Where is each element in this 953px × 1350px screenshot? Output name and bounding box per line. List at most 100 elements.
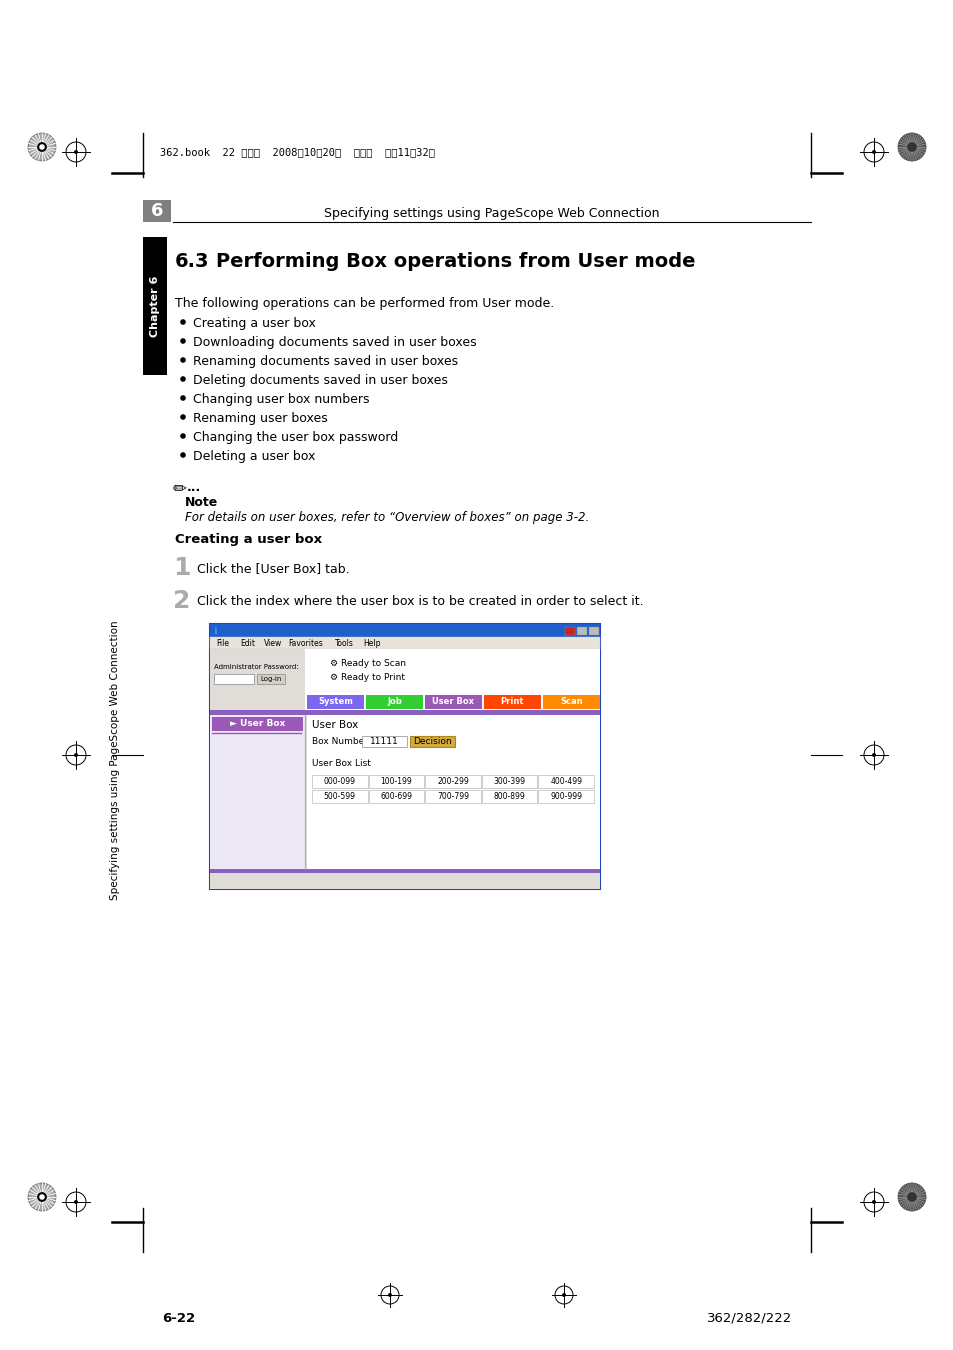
- Text: ✏: ✏: [172, 479, 187, 497]
- Text: Favorites: Favorites: [288, 639, 322, 648]
- Circle shape: [180, 396, 186, 401]
- Circle shape: [180, 452, 186, 458]
- FancyBboxPatch shape: [537, 775, 594, 788]
- Text: Specifying settings using PageScope Web Connection: Specifying settings using PageScope Web …: [110, 620, 120, 900]
- Text: Renaming documents saved in user boxes: Renaming documents saved in user boxes: [193, 355, 457, 369]
- Circle shape: [180, 377, 186, 382]
- Text: 6: 6: [151, 202, 163, 220]
- Text: 2: 2: [172, 589, 191, 613]
- FancyBboxPatch shape: [307, 695, 364, 709]
- FancyBboxPatch shape: [368, 790, 424, 803]
- FancyBboxPatch shape: [425, 775, 480, 788]
- Circle shape: [74, 150, 78, 154]
- Text: File: File: [215, 639, 229, 648]
- Text: 000-099: 000-099: [323, 778, 355, 786]
- Circle shape: [897, 134, 925, 161]
- Text: Decision: Decision: [413, 737, 451, 745]
- Circle shape: [180, 319, 186, 325]
- Circle shape: [180, 358, 186, 363]
- Text: Click the [User Box] tab.: Click the [User Box] tab.: [196, 562, 349, 575]
- FancyBboxPatch shape: [305, 694, 599, 710]
- Text: Administrator Password:: Administrator Password:: [213, 664, 298, 670]
- Text: Edit: Edit: [240, 639, 254, 648]
- Text: Chapter 6: Chapter 6: [150, 275, 160, 336]
- Text: Specifying settings using PageScope Web Connection: Specifying settings using PageScope Web …: [324, 207, 659, 220]
- Circle shape: [871, 1200, 875, 1204]
- Circle shape: [906, 1192, 916, 1202]
- Text: Help: Help: [363, 639, 380, 648]
- Circle shape: [37, 142, 47, 153]
- Text: For details on user boxes, refer to “Overview of boxes” on page 3-2.: For details on user boxes, refer to “Ove…: [185, 512, 589, 524]
- FancyBboxPatch shape: [537, 790, 594, 803]
- Circle shape: [37, 1192, 47, 1202]
- Text: 6.3: 6.3: [174, 252, 210, 271]
- Text: 900-999: 900-999: [550, 792, 581, 801]
- Text: 700-799: 700-799: [436, 792, 469, 801]
- Text: 500-599: 500-599: [323, 792, 355, 801]
- Text: 400-499: 400-499: [550, 778, 581, 786]
- Text: Scan: Scan: [559, 697, 582, 706]
- Circle shape: [39, 144, 45, 150]
- Text: Click the index where the user box is to be created in order to select it.: Click the index where the user box is to…: [196, 595, 643, 608]
- FancyBboxPatch shape: [143, 238, 167, 375]
- Text: Box Number: Box Number: [312, 737, 368, 745]
- FancyBboxPatch shape: [210, 624, 599, 637]
- Text: Performing Box operations from User mode: Performing Box operations from User mode: [215, 252, 695, 271]
- Text: Note: Note: [185, 495, 218, 509]
- Text: Downloading documents saved in user boxes: Downloading documents saved in user boxe…: [193, 336, 476, 350]
- FancyBboxPatch shape: [424, 695, 481, 709]
- Text: ...: ...: [187, 481, 201, 494]
- Text: Tools: Tools: [335, 639, 353, 648]
- Text: ⚙ Ready to Scan: ⚙ Ready to Scan: [330, 659, 406, 667]
- Text: System: System: [317, 697, 353, 706]
- Text: Creating a user box: Creating a user box: [174, 533, 322, 545]
- Circle shape: [180, 414, 186, 420]
- Circle shape: [871, 753, 875, 757]
- Text: 11111: 11111: [369, 737, 398, 745]
- Text: 362.book  22 ページ  2008年10月20日  月曜日  午前11時32分: 362.book 22 ページ 2008年10月20日 月曜日 午前11時32分: [160, 147, 435, 157]
- Text: View: View: [264, 639, 282, 648]
- FancyBboxPatch shape: [256, 674, 285, 684]
- FancyBboxPatch shape: [481, 790, 537, 803]
- Circle shape: [871, 150, 875, 154]
- FancyBboxPatch shape: [588, 626, 598, 634]
- Text: Print: Print: [500, 697, 524, 706]
- Circle shape: [28, 1183, 56, 1211]
- Text: User Box: User Box: [312, 720, 358, 730]
- FancyBboxPatch shape: [305, 649, 599, 694]
- Text: ⚙ Ready to Print: ⚙ Ready to Print: [330, 672, 405, 682]
- Circle shape: [180, 433, 186, 439]
- Text: User Box: User Box: [432, 697, 474, 706]
- FancyBboxPatch shape: [212, 717, 303, 730]
- FancyBboxPatch shape: [210, 869, 599, 873]
- Text: Changing the user box password: Changing the user box password: [193, 431, 397, 444]
- Circle shape: [388, 1293, 392, 1297]
- Text: 1: 1: [172, 556, 191, 580]
- Text: User Box List: User Box List: [312, 759, 371, 768]
- Text: The following operations can be performed from User mode.: The following operations can be performe…: [174, 297, 554, 310]
- Circle shape: [39, 1195, 45, 1200]
- FancyBboxPatch shape: [542, 695, 599, 709]
- FancyBboxPatch shape: [210, 649, 599, 890]
- Text: 362/282/222: 362/282/222: [706, 1311, 791, 1324]
- Circle shape: [897, 1183, 925, 1211]
- Text: 600-699: 600-699: [380, 792, 412, 801]
- FancyBboxPatch shape: [307, 716, 599, 869]
- Text: Job: Job: [387, 697, 401, 706]
- Text: 6-22: 6-22: [162, 1311, 195, 1324]
- Text: 100-199: 100-199: [380, 778, 412, 786]
- FancyBboxPatch shape: [213, 674, 253, 684]
- Text: 200-299: 200-299: [436, 778, 468, 786]
- FancyBboxPatch shape: [210, 637, 599, 649]
- FancyBboxPatch shape: [425, 790, 480, 803]
- Text: ℹ: ℹ: [213, 625, 217, 636]
- Text: Log-in: Log-in: [260, 676, 281, 682]
- Text: 800-899: 800-899: [494, 792, 525, 801]
- Text: Renaming user boxes: Renaming user boxes: [193, 412, 328, 425]
- FancyBboxPatch shape: [210, 710, 599, 716]
- FancyBboxPatch shape: [210, 624, 599, 890]
- Circle shape: [906, 142, 916, 153]
- FancyBboxPatch shape: [481, 775, 537, 788]
- FancyBboxPatch shape: [361, 736, 407, 747]
- FancyBboxPatch shape: [312, 790, 367, 803]
